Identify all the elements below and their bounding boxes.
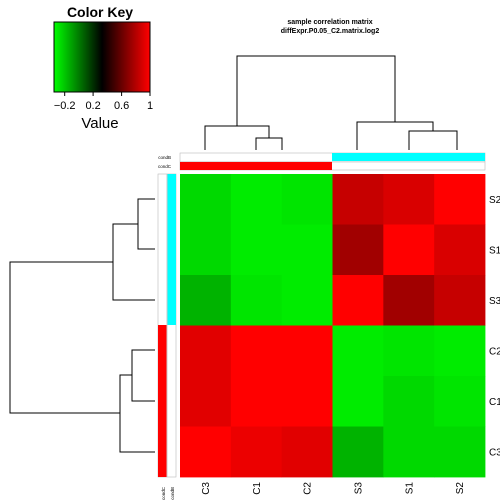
heatmap-cell-S2-C1 bbox=[230, 174, 283, 225]
row-annotation-label-condC: condC bbox=[161, 486, 166, 500]
row-annotation-condB-bar bbox=[167, 174, 176, 325]
heatmap-cell-C2-S3 bbox=[332, 325, 384, 377]
column-label-S3: S3 bbox=[353, 482, 364, 495]
title-line-1: sample correlation matrix bbox=[287, 19, 372, 26]
heatmap-cell-C1-C2 bbox=[281, 376, 333, 427]
row-dendro-root bbox=[9, 261, 120, 414]
heatmap-cell-S1-C2 bbox=[281, 224, 333, 276]
title-line-2: diffExpr.P0.05_C2.matrix.log2 bbox=[281, 28, 380, 35]
row-label-S2: S2 bbox=[489, 195, 500, 206]
column-label-S1: S1 bbox=[404, 482, 415, 495]
heatmap-cell-S2-S2 bbox=[434, 174, 486, 225]
heatmap-cell-C2-C3 bbox=[180, 325, 232, 377]
heatmap-cell-C2-C2 bbox=[281, 325, 333, 377]
color-key-ticks: −0.2 0.2 0.6 1 bbox=[54, 91, 153, 112]
heatmap-cell-S3-C2 bbox=[281, 275, 333, 326]
heatmap-cell-S2-S1 bbox=[383, 174, 435, 225]
heatmap-cell-S1-C3 bbox=[180, 224, 232, 276]
heatmap-cell-S1-S2 bbox=[434, 224, 486, 276]
heatmap-cell-S3-S3 bbox=[332, 275, 384, 326]
column-label-C3: C3 bbox=[201, 482, 212, 495]
heatmap-cell-C3-C1 bbox=[230, 426, 283, 478]
column-dendrogram bbox=[204, 55, 458, 150]
color-key-gradient-bar bbox=[53, 21, 151, 93]
heatmap-cell-C1-S3 bbox=[332, 376, 384, 427]
col-dendro-s1-s2 bbox=[408, 130, 458, 150]
row-dendro-c3-c2c1 bbox=[119, 374, 155, 453]
col-dendro-s3-s1s2 bbox=[356, 121, 434, 150]
color-key-tick-label: 1 bbox=[147, 100, 153, 112]
heatmap-cell-C1-S2 bbox=[434, 376, 486, 427]
heatmap-cell-S3-S2 bbox=[434, 275, 486, 326]
heatmap-cell-C2-S1 bbox=[383, 325, 435, 377]
column-label-C1: C1 bbox=[252, 482, 263, 495]
row-labels: S2 S1 S3 C2 C1 C3 bbox=[489, 195, 500, 458]
heatmap-cell-C1-C1 bbox=[230, 376, 283, 427]
col-dendro-root bbox=[236, 55, 396, 126]
row-annotation-condC-bar bbox=[158, 325, 167, 477]
color-key: Color Key −0.2 0.2 0.6 1 Value bbox=[53, 4, 153, 132]
heatmap-cell-S2-S3 bbox=[332, 174, 384, 225]
column-annotation-divider bbox=[180, 161, 485, 163]
heatmap-cell-S3-C3 bbox=[180, 275, 232, 326]
heatmap-cell-S1-S3 bbox=[332, 224, 384, 276]
color-key-tick-label: −0.2 bbox=[54, 100, 76, 112]
row-side-annotation: condC condB bbox=[157, 173, 177, 500]
heatmap-cell-S3-S1 bbox=[383, 275, 435, 326]
heatmap-cell-S3-C1 bbox=[230, 275, 283, 326]
heatmap-cell-C3-S2 bbox=[434, 426, 486, 478]
row-annotation-label-condB: condB bbox=[170, 487, 175, 500]
heatmap-cells bbox=[180, 174, 486, 478]
heatmap-cell-S2-C2 bbox=[281, 174, 333, 225]
col-dendro-c1-c2 bbox=[255, 137, 283, 150]
heatmap-cell-C3-C2 bbox=[281, 426, 333, 478]
color-key-axis-label: Value bbox=[81, 115, 118, 132]
column-annotation-condC-bar bbox=[180, 162, 332, 170]
heatmap-cell-S1-C1 bbox=[230, 224, 283, 276]
heatmap-cell-C1-S1 bbox=[383, 376, 435, 427]
row-label-S3: S3 bbox=[489, 296, 500, 307]
heatmap-cell-C3-S1 bbox=[383, 426, 435, 478]
row-label-C3: C3 bbox=[489, 447, 500, 458]
chart-title: sample correlation matrix diffExpr.P0.05… bbox=[281, 19, 380, 35]
heatmap-cell-C3-C3 bbox=[180, 426, 232, 478]
heatmap-cell-C2-S2 bbox=[434, 325, 486, 377]
heatmap-cell-C2-C1 bbox=[230, 325, 283, 377]
row-dendro-c2-c1 bbox=[131, 349, 155, 402]
heatmap-cell-S1-S1 bbox=[383, 224, 435, 276]
row-dendrogram bbox=[9, 198, 155, 453]
color-key-title: Color Key bbox=[67, 4, 133, 20]
column-side-annotation: condB condC bbox=[158, 152, 486, 171]
row-label-C1: C1 bbox=[489, 397, 500, 408]
column-annotation-label-condC: condC bbox=[158, 164, 172, 169]
column-label-C2: C2 bbox=[303, 482, 314, 495]
column-annotation-condB-bar bbox=[332, 153, 485, 161]
column-label-S2: S2 bbox=[455, 482, 466, 495]
heatmap-cell-C3-S3 bbox=[332, 426, 384, 478]
color-key-tick-label: 0.6 bbox=[114, 100, 129, 112]
column-labels: C3 C1 C2 S3 S1 S2 bbox=[201, 482, 466, 495]
row-dendro-s3-s2s1 bbox=[112, 223, 155, 301]
heatmap-cell-S2-C3 bbox=[180, 174, 232, 225]
row-label-C2: C2 bbox=[489, 346, 500, 357]
row-annotation-divider bbox=[166, 174, 168, 477]
row-label-S1: S1 bbox=[489, 245, 500, 256]
heatmap-cell-C1-C3 bbox=[180, 376, 232, 427]
color-key-tick-label: 0.2 bbox=[85, 100, 100, 112]
row-dendro-s2-s1 bbox=[137, 198, 155, 250]
column-annotation-label-condB: condB bbox=[158, 155, 171, 160]
